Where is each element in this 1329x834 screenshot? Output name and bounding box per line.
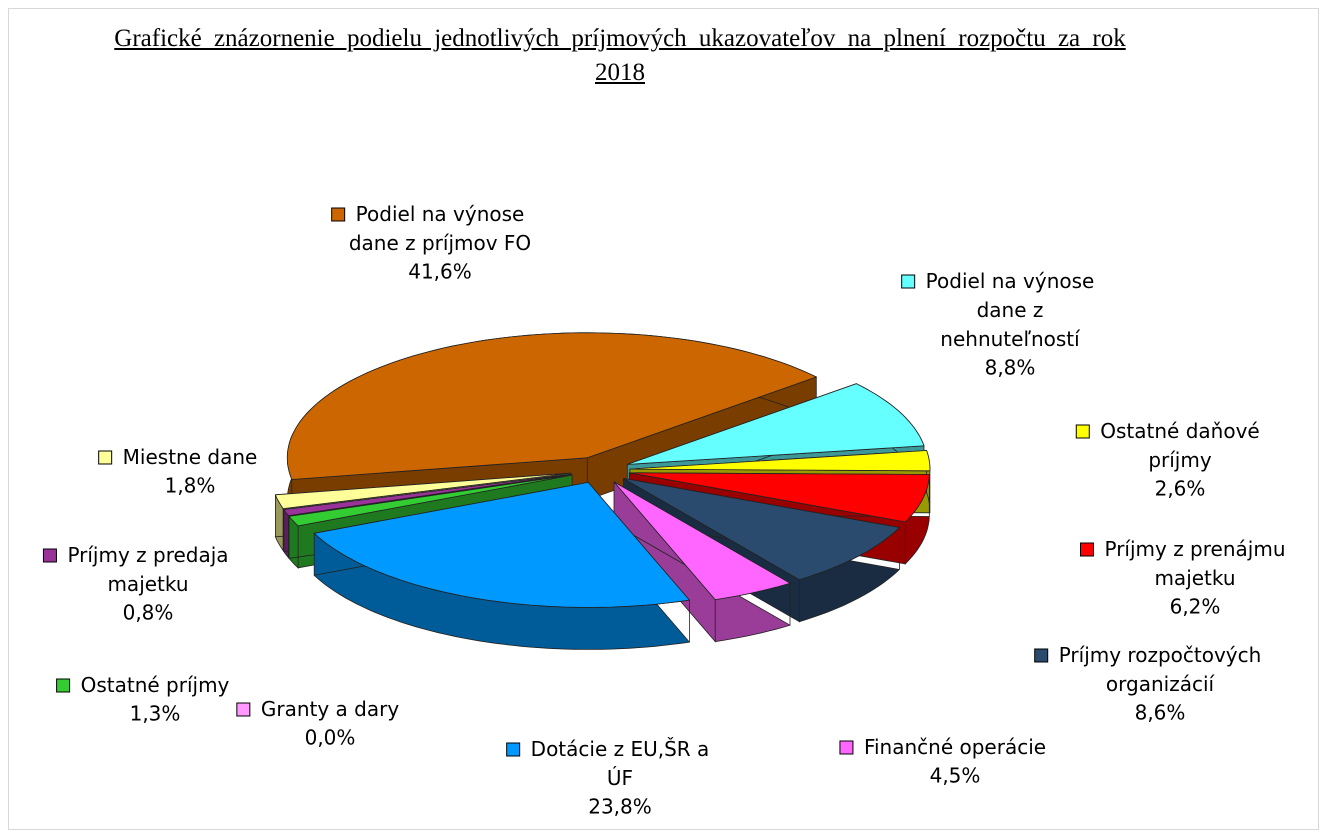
value-label: 1,3% — [130, 702, 181, 726]
legend-key — [839, 740, 854, 755]
data-label: Podiel na výnose dane z nehnuteľností — [926, 269, 1095, 351]
value-label: 6,2% — [1170, 595, 1221, 619]
label-line: organizácií — [1106, 672, 1216, 696]
label-line: Príjmy rozpočtových — [1059, 643, 1262, 667]
data-label: Príjmy rozpočtových organizácií — [1059, 643, 1262, 696]
data-label: Ostatné daňové príjmy — [1100, 419, 1259, 472]
value-label: 0,0% — [305, 726, 356, 750]
chart-title: Grafické znázornenie podielu jednotlivýc… — [114, 25, 1126, 86]
label-line: Dotácie z EU,ŠR a — [531, 737, 710, 761]
label-line: dane z príjmov FO — [349, 231, 531, 255]
legend-key — [1075, 424, 1090, 439]
label-line: Príjmy z prenájmu — [1104, 537, 1285, 561]
label-line: Miestne dane — [123, 445, 258, 469]
value-label: 2,6% — [1155, 477, 1206, 501]
data-label: Príjmy z prenájmu majetku — [1104, 537, 1285, 590]
label-line: Ostatné príjmy — [81, 673, 230, 697]
legend-key — [42, 548, 57, 563]
legend-key — [1034, 648, 1049, 663]
slice-tops — [274, 332, 931, 608]
value-label: 23,8% — [588, 795, 652, 819]
data-label: Finančné operácie — [864, 735, 1046, 759]
legend-key — [331, 207, 346, 222]
label-line: Ostatné daňové — [1100, 419, 1259, 443]
label-line: ÚF — [607, 766, 633, 790]
legend-key — [901, 274, 916, 289]
value-label: 0,8% — [123, 601, 174, 625]
value-label: 4,5% — [930, 764, 981, 788]
value-label: 41,6% — [408, 260, 472, 284]
slice — [283, 473, 572, 517]
legend-key — [1079, 542, 1094, 557]
slice — [288, 474, 573, 527]
slice — [629, 450, 931, 472]
label-line: nehnuteľností — [940, 327, 1081, 351]
label-line: Príjmy z predaja — [67, 543, 228, 567]
data-label: Podiel na výnose dane z príjmov FO — [349, 202, 531, 255]
slice — [627, 383, 925, 465]
label-line: Podiel na výnose — [926, 269, 1095, 293]
label-line: Podiel na výnose — [356, 202, 525, 226]
label-line: dane z — [977, 298, 1044, 322]
label-line: Finančné operácie — [864, 735, 1046, 759]
slice — [313, 481, 691, 608]
data-label: Ostatné príjmy — [81, 673, 230, 697]
data-label: Miestne dane — [123, 445, 258, 469]
label-line: majetku — [107, 572, 188, 596]
legend-key — [56, 678, 71, 693]
data-label: Granty a dary — [261, 697, 399, 721]
label-line: príjmy — [1148, 448, 1212, 472]
value-label: 1,8% — [165, 474, 216, 498]
chart-frame — [8, 8, 1319, 830]
legend-key — [506, 742, 521, 757]
slice — [286, 332, 818, 480]
legend-key — [236, 702, 251, 717]
legend-key — [98, 450, 113, 465]
slice — [613, 481, 792, 601]
slice — [629, 472, 930, 523]
value-label: 8,6% — [1135, 701, 1186, 725]
data-label: Príjmy z predaja majetku — [67, 543, 228, 596]
data-label: Dotácie z EU,ŠR a ÚF — [531, 737, 710, 790]
label-line: Granty a dary — [261, 697, 399, 721]
value-label: 8,8% — [985, 356, 1036, 380]
slice — [623, 478, 901, 581]
label-line: majetku — [1154, 566, 1235, 590]
slice — [274, 472, 571, 510]
